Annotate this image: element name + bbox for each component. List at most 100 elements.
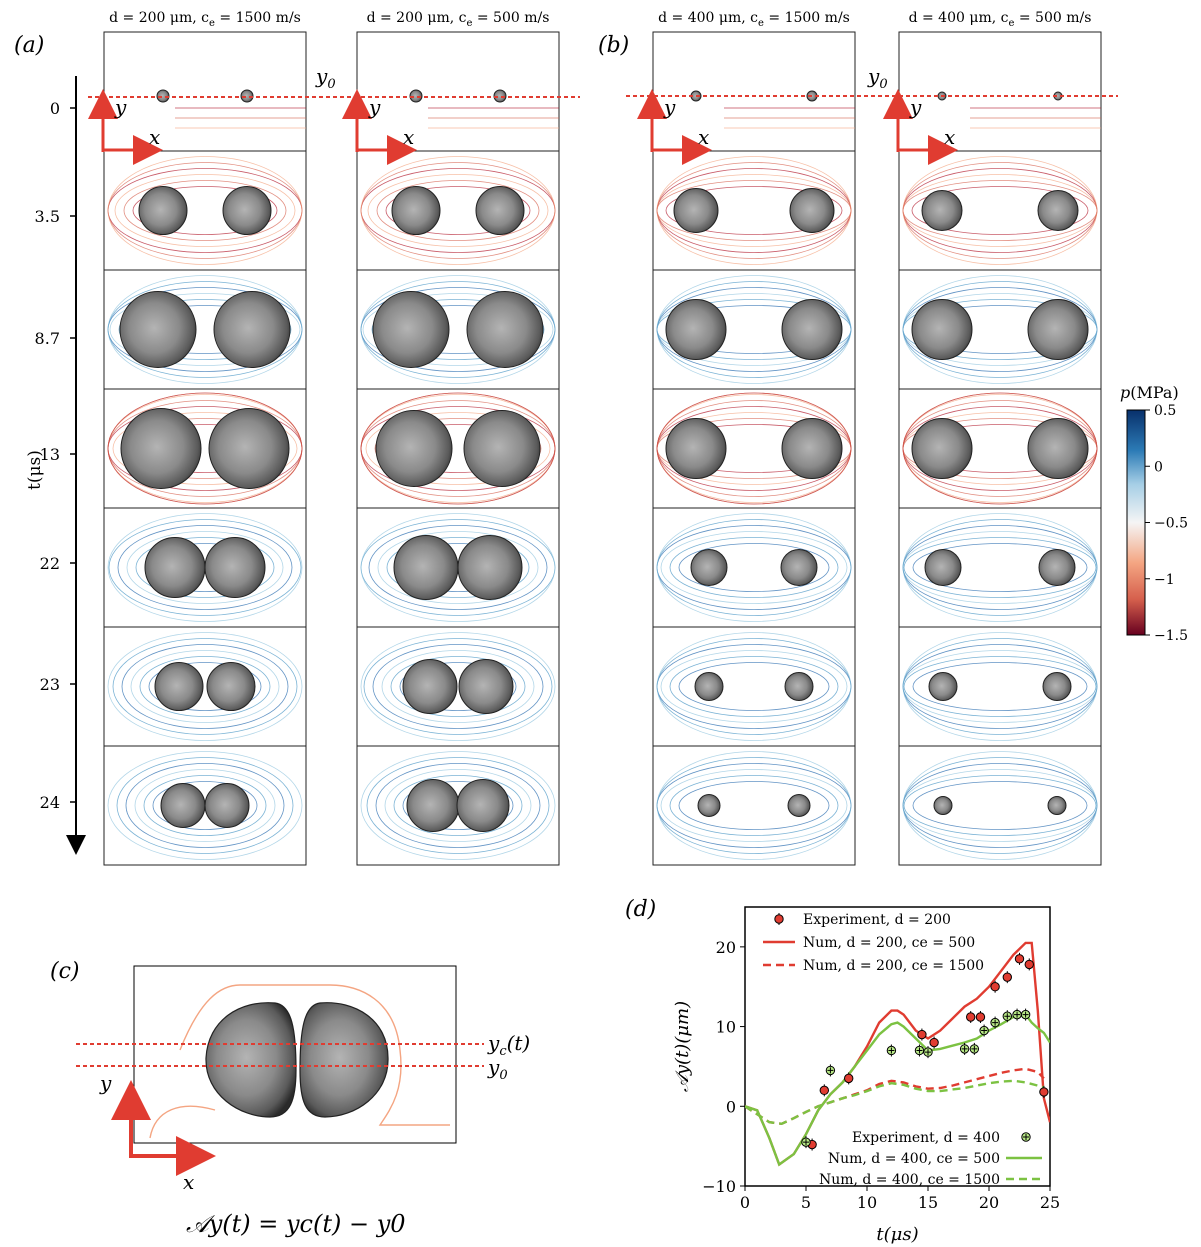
snapshot-c3-r6 <box>652 626 856 747</box>
bubble-left <box>138 186 188 235</box>
exp-point-d200 <box>1014 954 1025 964</box>
snapshot-c4-r1 <box>898 31 1102 152</box>
legend-entry-bottom: Experiment, d = 400 <box>852 1130 1000 1146</box>
bubble-left <box>911 418 973 479</box>
snapshot-c4-r3 <box>898 269 1102 390</box>
colorbar-tick-1: 0 <box>1154 459 1163 475</box>
bubble-left <box>928 672 958 701</box>
bubble-right <box>213 291 291 368</box>
y0-label-c: y0 <box>487 1055 508 1083</box>
bubble-left <box>120 408 202 489</box>
bubble-right <box>1042 672 1072 701</box>
bubble-right <box>204 783 250 828</box>
snapshot-c4-r6 <box>898 626 1102 747</box>
exp-point-d200 <box>1024 959 1034 970</box>
x-tick-label: 0 <box>740 1193 750 1212</box>
bubble-right <box>787 794 811 817</box>
bubble-right <box>781 418 843 479</box>
bubble-left <box>375 410 453 487</box>
bubble-right <box>206 662 256 711</box>
y0-label-a: y0 <box>315 64 336 92</box>
axis-y-label: y <box>368 95 381 119</box>
snapshot-c4-r7 <box>898 745 1102 866</box>
snapshot-c1-r3 <box>103 269 307 390</box>
snapshot-c4-r4 <box>898 388 1102 509</box>
snapshot-c1-r4 <box>103 388 307 509</box>
exp-point-d200 <box>1002 972 1012 982</box>
exp-point-d200 <box>917 1029 927 1040</box>
snapshot-c1-r6 <box>103 626 307 747</box>
bubble-left <box>690 549 728 586</box>
axis-y-label: y <box>114 95 127 119</box>
axes-arrows: yx <box>883 89 958 165</box>
exp-point-d200 <box>1039 1087 1049 1097</box>
colorbar-tick-4: −1.5 <box>1154 628 1188 644</box>
bubble-right <box>780 549 818 586</box>
snapshot-c2-r6 <box>356 626 560 747</box>
time-tick-0: 0 <box>50 99 60 118</box>
snapshot-c2-r1 <box>356 31 560 152</box>
droplet-left <box>205 1002 297 1118</box>
snapshot-c2-r2 <box>356 150 560 271</box>
axes-arrows: yx <box>637 89 712 165</box>
time-axis-label: t(μs) <box>25 450 45 490</box>
panel-label-c: (c) <box>50 959 80 984</box>
bubble-right <box>240 89 254 103</box>
axes-arrows: yx <box>342 89 417 165</box>
exp-point-d200 <box>819 1085 829 1096</box>
time-tick-1: 3.5 <box>35 207 60 226</box>
bubble-right <box>458 659 514 714</box>
snapshot-c2-r4 <box>356 388 560 509</box>
panel-c-x: x <box>183 1170 194 1194</box>
x-axis-label: t(μs) <box>876 1224 918 1245</box>
bubble-right <box>1037 190 1079 231</box>
bubble-left <box>697 794 721 817</box>
colorbar: p(MPa) 0.5 0 −0.5 −1 −1.5 <box>1120 383 1188 644</box>
snapshot-c3-r4 <box>652 388 856 509</box>
time-tick-5: 23 <box>40 675 60 694</box>
y-tick-label: 20 <box>716 938 736 957</box>
y-tick-label: 0 <box>726 1097 736 1116</box>
axis-x-label: x <box>944 125 955 149</box>
bubble-right <box>475 186 525 235</box>
bubble-right <box>204 537 266 598</box>
bubble-right <box>208 408 290 489</box>
bubble-left <box>673 188 719 233</box>
legend-entry: Num, d = 200, ce = 1500 <box>803 958 984 974</box>
colorbar-tick-0: 0.5 <box>1154 403 1176 419</box>
y-axis-label: 𝒜y(t)(μm) <box>672 1001 693 1092</box>
snapshot-c2-r7 <box>356 745 560 866</box>
axes-arrows: yx <box>88 89 163 165</box>
y0-line: y0 y0 <box>88 64 1118 98</box>
bubble-right <box>784 672 814 701</box>
bubble-left <box>924 549 962 586</box>
exp-point-d200 <box>975 1012 986 1022</box>
bubble-right <box>781 299 843 360</box>
bubble-left <box>665 299 727 360</box>
snapshot-c3-r3 <box>652 269 856 390</box>
bubble-right <box>222 186 272 235</box>
column-headers: d = 200 μm, ce = 1500 m/s d = 200 μm, ce … <box>109 10 1091 29</box>
bubble-left <box>921 190 963 231</box>
snapshot-c1-r2 <box>103 150 307 271</box>
time-tick-2: 8.7 <box>35 329 60 348</box>
bubble-left <box>933 796 953 815</box>
exp-point-d200 <box>966 1012 976 1022</box>
bubble-right <box>457 535 523 600</box>
legend-entry-bottom: Num, d = 400, ce = 500 <box>828 1151 1000 1167</box>
panel-label-b: (b) <box>598 33 629 58</box>
snapshot-c3-r5 <box>652 507 856 628</box>
bubble-left <box>119 291 197 368</box>
colorbar-tick-3: −1 <box>1154 572 1175 588</box>
bubble-right <box>1027 418 1089 479</box>
time-tick-6: 24 <box>40 793 60 812</box>
chart-d: 0 5 10 15 20 25−1001020t(μs)𝒜y(t)(μm)Experime… <box>672 906 1060 1245</box>
x-tick-label: 15 <box>918 1193 938 1212</box>
snapshot-c3-r2 <box>652 150 856 271</box>
legend-entry-bottom: Num, d = 400, ce = 1500 <box>819 1172 1000 1188</box>
panel-c-equation: 𝒜y(t) = yc(t) − y0 <box>186 1210 406 1238</box>
column-header-3: d = 400 μm, ce = 1500 m/s <box>658 10 850 29</box>
snapshot-c1-r1 <box>103 31 307 152</box>
